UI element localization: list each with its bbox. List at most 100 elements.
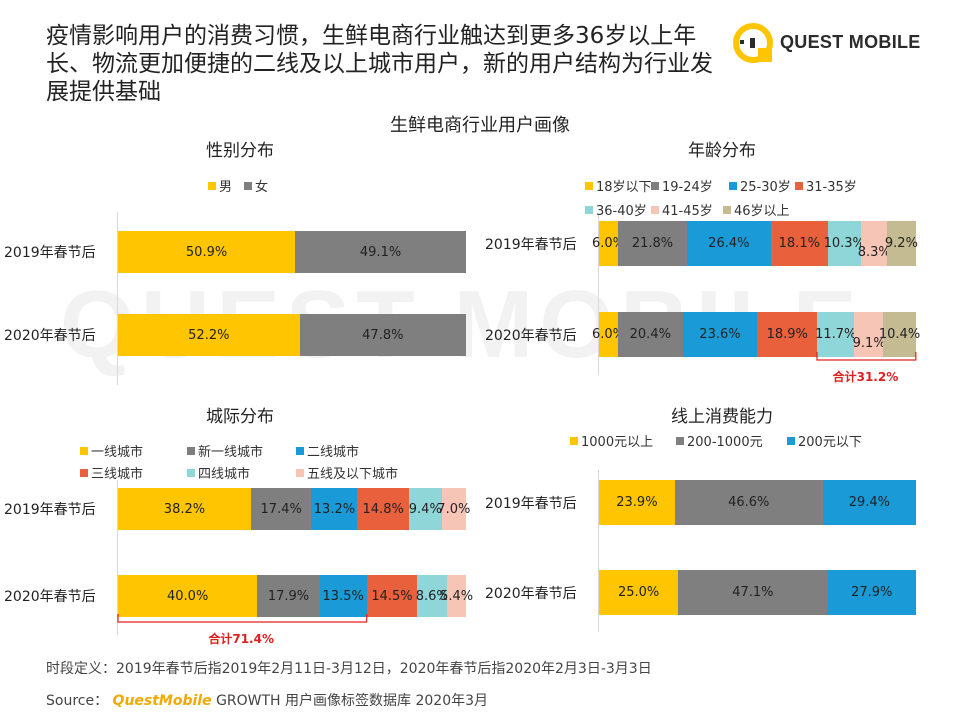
legend-item: 25-30岁 [729,176,791,195]
bar-segment: 10.3% [824,221,865,266]
total-bracket [816,352,917,361]
bar-segment: 6.0% [592,312,625,357]
main-title: 生鲜电商行业用户画像 [390,115,570,136]
legend-swatch [187,446,195,455]
bar-segment: 17.9% [257,575,320,617]
category-label: 2020年春节后 [4,328,96,344]
legend-label: 19-24岁 [662,180,713,195]
legend-item: 一线城市 [80,441,143,460]
bar-segment: 9.4% [409,488,442,530]
bar-segment: 8.6% [416,575,449,617]
legend-item: 二线城市 [296,441,359,460]
period-definition: 时段定义：2019年春节后指2019年2月11日-3月12日，2020年春节后指… [46,661,652,677]
bar-segment: 18.1% [770,221,828,266]
legend-label: 新一线城市 [198,445,264,460]
legend-swatch [651,205,659,214]
legend-swatch [651,181,659,190]
bar-segment: 7.0% [437,488,470,530]
legend-item: 三线城市 [80,463,143,482]
legend-label: 18岁以下 [596,180,652,195]
category-axis [598,470,599,632]
chart-title: 城际分布 [206,407,274,427]
bar-segment: 25.0% [599,570,679,615]
source-rest: GROWTH 用户画像标签数据库 2020年3月 [216,693,489,709]
bar-segment: 49.1% [295,231,466,273]
legend-swatch [244,181,252,190]
source-brand: QuestMobile [112,693,212,709]
category-axis [598,215,599,375]
bar-value-label: 8.3% [857,245,891,260]
legend-swatch [187,468,195,477]
bar-segment: 13.5% [319,575,367,617]
bar-segment [854,312,884,357]
legend-swatch [729,181,737,190]
source-line: Source： QuestMobile GROWTH 用户画像标签数据库 202… [46,690,488,710]
legend-item: 46岁以上 [723,200,790,219]
legend-swatch [585,205,593,214]
bar-segment: 46.6% [674,480,823,525]
bar-segment: 14.5% [366,575,418,617]
bar-segment: 50.9% [118,231,296,273]
legend-item: 女 [244,176,268,195]
bar-segment: 20.4% [618,312,683,357]
legend-item: 41-45岁 [651,200,713,219]
legend-label: 男 [219,180,233,195]
bar-segment: 52.2% [118,314,300,356]
legend-item: 五线及以下城市 [296,463,398,482]
source-prefix: Source： [46,693,109,709]
legend-swatch [676,436,684,445]
total-annotation: 合计71.4% [208,632,274,646]
bar-segment: 9.2% [885,221,918,266]
legend-swatch [80,468,88,477]
legend-label: 一线城市 [91,445,144,460]
bar-segment: 27.9% [827,570,916,615]
legend-label: 五线及以下城市 [307,467,399,482]
bar-segment: 38.2% [118,488,251,530]
legend-swatch [296,468,304,477]
legend-swatch [585,181,593,190]
legend-swatch [723,205,731,214]
chart-title: 年龄分布 [688,141,756,161]
category-label: 2019年春节后 [4,245,96,261]
legend-item: 200元以下 [787,431,862,450]
legend-item: 200-1000元 [676,431,763,450]
legend-label: 三线城市 [91,467,144,482]
category-label: 2020年春节后 [485,585,577,602]
legend-swatch [80,446,88,455]
bar-segment: 14.8% [357,488,409,530]
headline: 疫情影响用户的消费习惯，生鲜电商行业触达到更多36岁以上年长、物流更加便捷的二线… [46,23,713,105]
bar-segment [860,221,887,266]
legend-item: 新一线城市 [187,441,263,460]
legend-label: 25-30岁 [740,180,791,195]
bar-segment: 21.8% [618,221,688,266]
total-annotation: 合计31.2% [832,370,899,384]
chart-title: 性别分布 [206,141,274,161]
bar-segment: 10.4% [879,312,920,357]
legend-item: 1000元以上 [570,431,653,450]
chart-title: 线上消费能力 [671,407,773,427]
legend-label: 四线城市 [198,467,251,482]
legend-item: 男 [208,176,232,195]
bar-segment: 13.2% [311,488,358,530]
bar-segment: 40.0% [118,575,258,617]
legend-swatch [787,436,795,445]
bar-segment: 11.7% [815,312,856,357]
legend-label: 31-35岁 [806,180,857,195]
legend-item: 36-40岁 [585,200,647,219]
category-label: 2020年春节后 [485,327,577,344]
bar-segment: 23.6% [682,312,758,357]
legend-label: 二线城市 [307,445,360,460]
legend-label: 200-1000元 [687,435,763,450]
legend-label: 200元以下 [798,435,862,450]
legend-label: 36-40岁 [596,204,647,219]
category-label: 2020年春节后 [4,589,96,605]
legend-item: 18岁以下 [585,176,652,195]
legend-swatch [570,436,578,445]
bar-segment: 29.4% [822,480,916,525]
total-bracket [117,614,368,623]
legend-label: 1000元以上 [581,435,654,450]
legend-label: 女 [255,180,269,195]
bar-segment: 5.4% [440,575,473,617]
bar-segment: 26.4% [687,221,771,266]
bar-segment: 17.4% [250,488,312,530]
